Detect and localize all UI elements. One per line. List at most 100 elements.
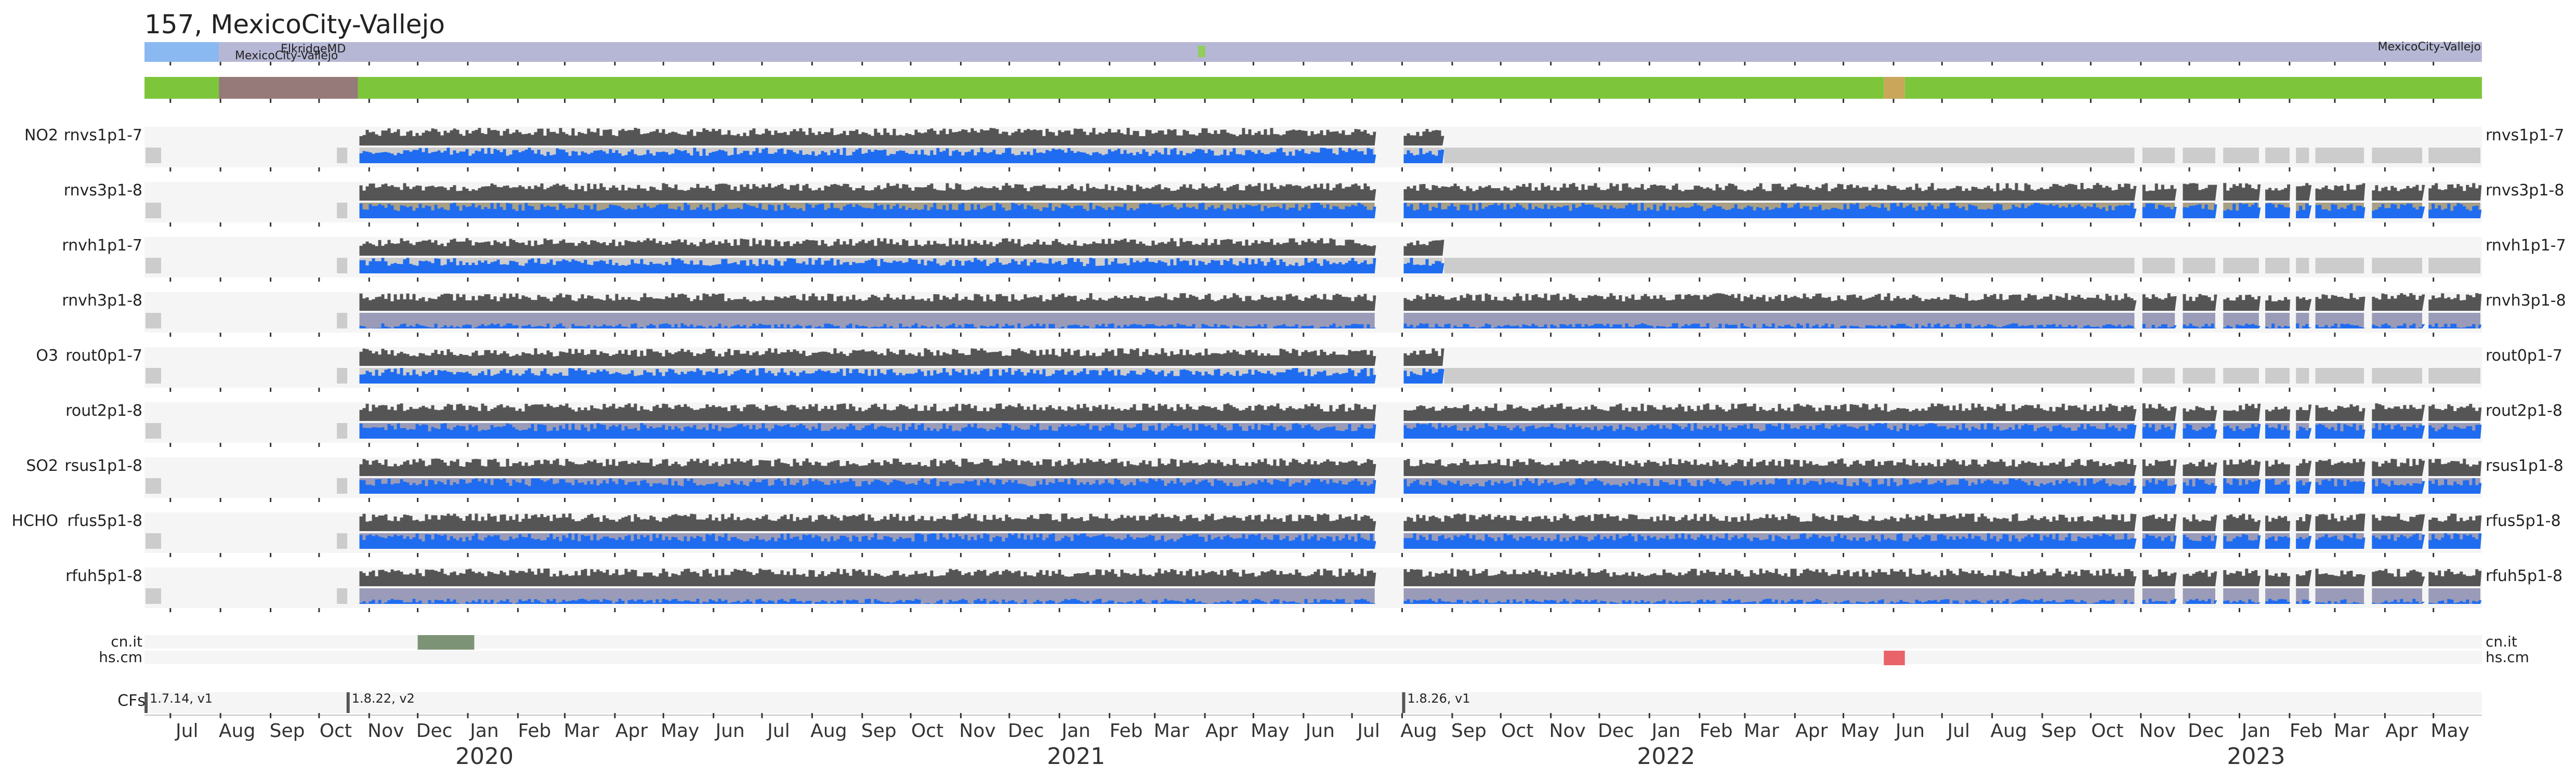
row-top-series — [2265, 406, 2291, 421]
month-tick-label: Nov — [959, 720, 995, 742]
row-top-series — [2265, 459, 2291, 476]
row-right-label: rnvs1p1-7 — [2486, 126, 2564, 144]
chart-title: 157, MexicoCity-Vallejo — [144, 9, 445, 39]
instrument-row: rnvh1p1-7 rnvh1p1-7 — [62, 236, 2566, 282]
row-top-series — [2183, 406, 2217, 421]
status-segment — [358, 77, 1884, 99]
row-bottom-series — [2372, 203, 2425, 218]
row-small-block — [146, 203, 161, 218]
month-tick-label: Oct — [1501, 720, 1533, 742]
month-tick-label: Feb — [518, 720, 551, 742]
row-small-block — [337, 258, 348, 273]
month-tick-label: Apr — [1205, 720, 1238, 742]
row-gap-span — [2372, 258, 2423, 273]
row-bottom-series — [2223, 534, 2261, 549]
location-label-c: MexicoCity-Vallejo — [2378, 41, 2481, 54]
row-bottom-series — [1403, 203, 2137, 218]
row-gap-span — [2315, 368, 2364, 384]
flag-row-panel — [144, 651, 2482, 664]
row-right-label: rfus5p1-8 — [2486, 512, 2561, 530]
row-small-block — [337, 423, 348, 439]
row-top-series — [2315, 458, 2365, 476]
row-bottom-series — [2183, 478, 2217, 494]
row-small-block — [146, 478, 161, 494]
row-gap-span — [2428, 148, 2480, 163]
row-gap-span — [2315, 258, 2364, 273]
row-top-series — [2265, 184, 2291, 201]
cf-marker — [1402, 692, 1405, 713]
row-group-label: HCHO — [11, 512, 58, 530]
row-top-series — [2223, 183, 2261, 201]
month-tick-label: Oct — [2091, 720, 2123, 742]
status-track — [144, 46, 2482, 103]
row-small-block — [146, 423, 161, 439]
row-top-series — [2296, 570, 2312, 586]
row-bottom-series — [359, 599, 1376, 604]
month-tick-label: Mar — [1744, 720, 1779, 742]
row-top-series — [359, 238, 1376, 256]
row-bottom-series — [2296, 426, 2312, 439]
row-top-series — [2183, 183, 2217, 201]
row-label: rnvs3p1-8 — [64, 181, 142, 200]
row-top-series — [2265, 295, 2291, 311]
row-bottom-series — [2142, 203, 2177, 218]
row-group-label: O3 — [36, 347, 58, 365]
row-bottom-series — [2372, 599, 2425, 604]
row-bottom-series — [1403, 423, 2137, 439]
cf-marker-label: 1.8.22, v2 — [352, 691, 415, 706]
location-track: ElkridgeMDMexicoCity-VallejoMexicoCity-V… — [144, 41, 2482, 65]
row-bottom-series — [1403, 148, 1444, 163]
row-gap-span — [2315, 148, 2364, 163]
location-label-a: ElkridgeMD — [281, 43, 346, 56]
status-segment — [1884, 77, 1905, 99]
row-bottom-series — [2183, 599, 2217, 604]
month-tick-label: May — [2430, 720, 2469, 742]
row-right-label: rnvs3p1-8 — [2486, 181, 2564, 200]
row-gap-span — [2296, 148, 2309, 163]
cf-panel — [144, 692, 2482, 713]
row-top-series — [2142, 183, 2177, 201]
cf-marker-label: 1.8.26, v1 — [1408, 691, 1470, 706]
row-gap-span — [2372, 368, 2423, 384]
month-tick-label: Nov — [2139, 720, 2176, 742]
row-top-series — [2428, 513, 2482, 531]
row-gap-span — [2372, 148, 2423, 163]
row-top-series — [2372, 569, 2425, 586]
row-bottom-series — [2315, 323, 2365, 328]
month-tick-label: Jul — [1356, 720, 1379, 742]
row-bottom-series — [2296, 323, 2312, 328]
row-small-block — [337, 368, 348, 384]
row-label: rnvs1p1-7 — [64, 126, 142, 144]
row-gap-span — [2142, 148, 2175, 163]
row-top-series — [2315, 569, 2365, 586]
row-small-block — [337, 588, 348, 604]
row-bottom-series — [2428, 323, 2482, 328]
row-top-series — [2223, 403, 2261, 421]
cf-track-label: CFs — [117, 692, 146, 710]
row-right-label: rnvh1p1-7 — [2486, 236, 2566, 255]
month-tick-label: Feb — [2290, 720, 2323, 742]
row-right-label: rout0p1-7 — [2486, 347, 2562, 365]
row-bottom-series — [2296, 599, 2312, 604]
row-top-series — [359, 348, 1376, 366]
row-top-series — [359, 513, 1376, 531]
row-bottom-series — [2315, 478, 2365, 494]
row-top-series — [2296, 404, 2312, 421]
row-top-series — [2223, 513, 2261, 531]
month-tick-label: Apr — [615, 720, 648, 742]
month-tick-label: May — [1251, 720, 1289, 742]
row-top-series — [359, 293, 1376, 311]
row-top-series — [1403, 403, 2137, 421]
month-tick-label: Mar — [1154, 720, 1189, 742]
row-top-series — [2265, 569, 2291, 586]
row-base-span — [2265, 313, 2290, 328]
location-segment — [219, 42, 2482, 62]
row-top-series — [2142, 514, 2177, 531]
month-tick-label: May — [661, 720, 699, 742]
row-bottom-series — [2296, 536, 2312, 549]
row-top-series — [2183, 294, 2217, 311]
status-segment — [1904, 77, 2482, 99]
month-tick-label: Sep — [270, 720, 305, 742]
row-top-series — [2296, 514, 2312, 531]
month-tick-label: Sep — [1451, 720, 1487, 742]
